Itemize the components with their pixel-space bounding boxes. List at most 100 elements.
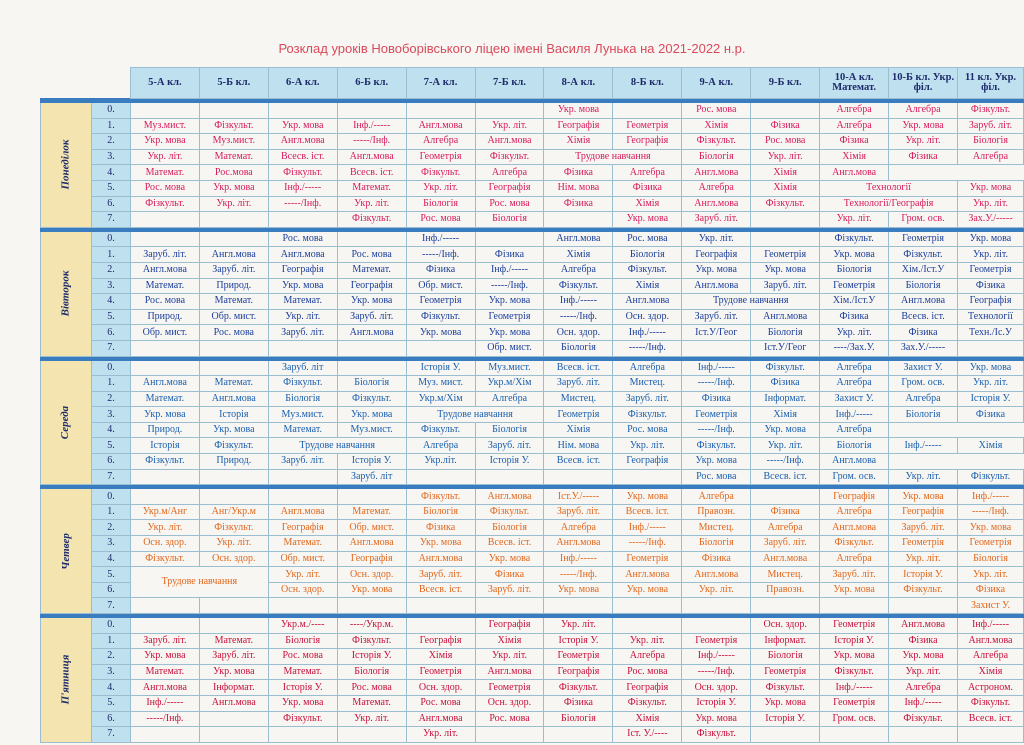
lesson-cell: Трудове навчання — [681, 293, 821, 310]
lesson-cell: Англ.мова — [129, 261, 200, 279]
lesson-cell: Історія У. — [681, 694, 752, 712]
lesson-cell: Хімія — [750, 164, 821, 181]
lesson-cell: Заруб. літ. — [612, 390, 683, 408]
lesson-cell: Алгебра — [543, 519, 614, 537]
lesson-cell: Історія У. — [543, 632, 614, 650]
lesson-cell: Фізика — [474, 566, 545, 583]
lesson-cell: Фізика — [888, 632, 958, 650]
lesson-cell: Інформат. — [750, 390, 821, 408]
lesson-cell — [956, 726, 1024, 743]
lesson-row: 4. Рос. мова Математ. Математ. Укр. мова Геом… — [41, 293, 1024, 310]
lesson-cell: -----/Інф. — [543, 308, 614, 326]
lesson-row: 5. Історія Фізкульт. Трудове навчання Алгебр… — [41, 437, 1024, 455]
lesson-cell: Обр. мист. — [336, 519, 407, 537]
lesson-number: 4. — [91, 421, 131, 439]
lesson-cell: Математ. — [267, 663, 338, 681]
lesson-cell: Укр. літ. — [129, 519, 200, 537]
lesson-cell: Захист У. — [956, 597, 1024, 614]
lesson-cell — [681, 597, 752, 614]
lesson-cell: Природ. — [198, 277, 269, 295]
lesson-cell — [819, 597, 890, 614]
lesson-cell: Рос. мова — [681, 102, 752, 119]
lesson-number: 7. — [91, 468, 131, 486]
lesson-cell: Укр. мова — [956, 519, 1024, 537]
lesson-cell: Англ.мова — [543, 230, 614, 248]
lesson-cell: Захист У. — [888, 359, 958, 377]
lesson-cell: Рос. мова — [336, 679, 407, 696]
lesson-cell: Фізкульт. — [819, 663, 890, 681]
lesson-cell: Англ.мова — [474, 133, 545, 150]
lesson-cell — [474, 597, 545, 614]
lesson-cell: Англ.мова — [336, 535, 407, 552]
lesson-cell: Фізкульт. — [198, 519, 269, 537]
lesson-cell: Укр. літ. — [543, 617, 614, 634]
lesson-cell: Заруб. літ. — [819, 566, 890, 583]
lesson-cell: Математ. — [129, 277, 200, 295]
lesson-cell: Укр. мова — [750, 421, 821, 439]
lesson-cell: Інф./----- — [129, 694, 200, 712]
lesson-cell: Укр. літ. — [750, 148, 821, 166]
lesson-cell: Англ.мова — [681, 164, 752, 181]
lesson-cell: Фізкульт. — [405, 488, 476, 505]
lesson-cell: Англ.мова — [405, 550, 476, 568]
lesson-cell: Математ. — [198, 148, 269, 166]
lesson-cell: Укр. літ. — [956, 195, 1024, 213]
lesson-cell: Геометрія — [612, 117, 683, 135]
lesson-cell: Фізика — [405, 519, 476, 537]
lesson-cell: Укр. літ. — [336, 710, 407, 728]
schedule-body: Понеділок 0. Укр. мова Рос. мова Алгебра Алге… — [39, 98, 1024, 743]
day-separator — [40, 98, 1024, 103]
lesson-cell: Укр. мова — [819, 246, 890, 263]
lesson-cell: Алгебра — [543, 261, 614, 279]
lesson-cell: Англ.мова — [681, 566, 752, 583]
lesson-cell: Біологія — [336, 663, 407, 681]
lesson-cell: Укр. літ. — [336, 195, 407, 213]
lesson-cell: Інф./----- — [819, 679, 890, 696]
lesson-cell — [129, 468, 200, 486]
lesson-row: 1. Укр.м/Анг Анг/Укр.м Англ.мова Математ. Біо… — [41, 503, 1024, 521]
lesson-cell: Укр. мова — [819, 648, 890, 665]
lesson-cell: Фізкульт. — [956, 102, 1024, 119]
lesson-cell: Геометрія — [956, 535, 1024, 552]
lesson-cell: Фізика — [956, 406, 1024, 423]
lesson-cell: Трудове навчання — [129, 566, 269, 599]
lesson-cell — [129, 230, 200, 248]
lesson-cell: Укр.м/Анг — [129, 503, 200, 521]
lesson-cell: Біологія — [750, 324, 821, 341]
lesson-cell: Укр. літ. — [198, 535, 269, 552]
lesson-row: 2. Укр. мова Заруб. літ. Рос. мова Історія У… — [41, 648, 1024, 665]
lesson-cell: Рос. мова — [267, 648, 338, 665]
class-header: 9-А кл. — [681, 67, 752, 99]
lesson-cell: Алгебра — [750, 519, 821, 537]
lesson-cell — [474, 102, 545, 119]
lesson-cell: Алгебра — [681, 488, 752, 505]
lesson-cell: Фізика — [956, 277, 1024, 295]
lesson-row: 1. Заруб. літ. Математ. Біологія Фізкульт. Ге… — [41, 632, 1024, 650]
lesson-cell: Укр.м/Хім — [474, 375, 545, 392]
lesson-number: 7. — [91, 211, 131, 228]
lesson-cell: Правозн. — [750, 581, 821, 599]
lesson-cell: Географія — [474, 617, 545, 634]
lesson-cell: Інф./----- — [543, 293, 614, 310]
lesson-cell — [267, 102, 338, 119]
lesson-number: 6. — [91, 581, 131, 599]
day-separator — [40, 226, 1024, 232]
lesson-cell: Фізкульт. — [543, 277, 614, 295]
lesson-cell: Геометрія — [405, 663, 476, 681]
lesson-cell: Алгебра — [819, 503, 890, 521]
lesson-cell: Алгебра — [819, 117, 890, 135]
lesson-row: 7. Обр. мист. Біологія -----/Інф. Іст.У/Геог… — [41, 339, 1024, 357]
lesson-cell: Укр. мова — [336, 293, 407, 310]
lesson-cell: Геометрія — [474, 679, 545, 696]
lesson-cell: Фізика — [750, 503, 821, 521]
lesson-cell: Англ.мова — [612, 566, 683, 583]
lesson-cell: Укр. літ. — [888, 550, 958, 568]
lesson-cell: Фізкульт. — [129, 195, 200, 213]
lesson-cell — [681, 339, 752, 357]
lesson-cell: Алгебра — [474, 390, 545, 408]
lesson-cell — [474, 468, 545, 486]
lesson-cell: Укр. мова — [750, 261, 821, 279]
lesson-cell: Англ.мова — [819, 453, 890, 470]
lesson-cell: Укр. літ. — [405, 726, 476, 743]
lesson-cell: Заруб. літ. — [474, 437, 545, 455]
